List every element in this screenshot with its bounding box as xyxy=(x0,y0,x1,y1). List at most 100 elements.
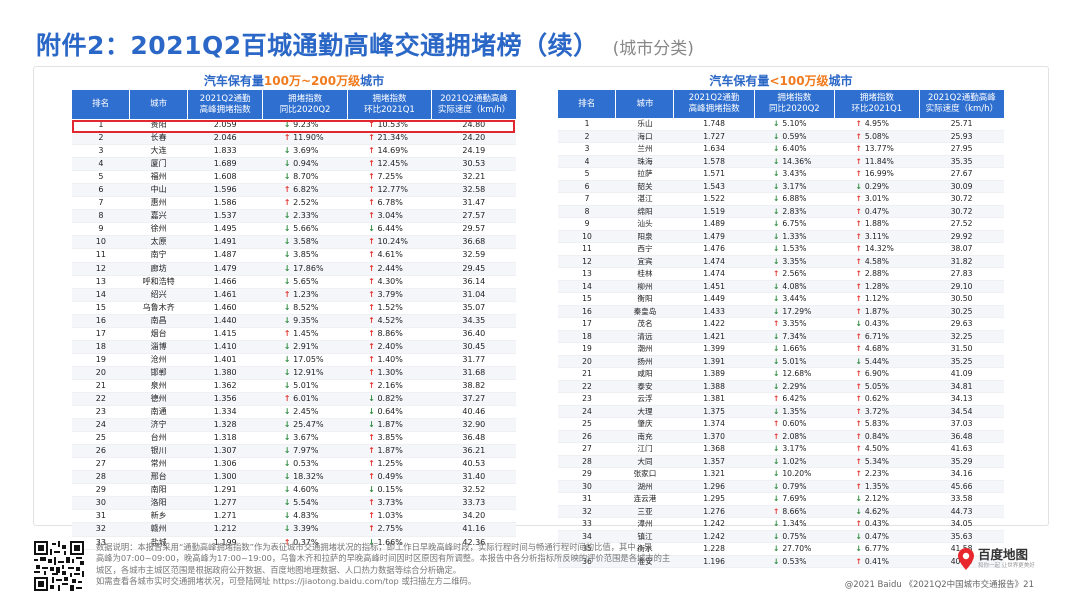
change-value: 3.85% xyxy=(377,433,403,443)
rank-cell: 32 xyxy=(558,505,616,518)
arrow-up-icon: ↑ xyxy=(368,237,375,247)
rank-cell: 31 xyxy=(558,492,616,506)
table-row: 23 云浮 1.381 ↑ 6.42% ↑ 0.62% 34.13 xyxy=(558,392,1004,406)
city-cell: 西宁 xyxy=(615,242,674,256)
arrow-down-icon: ↓ xyxy=(773,519,780,529)
rank-cell: 18 xyxy=(72,340,130,354)
table-row: 6 中山 1.596 ↑ 6.82% ↑ 12.77% 32.58 xyxy=(72,183,516,198)
arrow-up-icon: ↑ xyxy=(773,394,780,404)
index-cell: 1.571 xyxy=(673,167,755,181)
index-cell: 1.596 xyxy=(187,183,263,198)
city-cell: 乐山 xyxy=(615,118,674,131)
yoy-cell: ↓ 1.34% xyxy=(754,517,835,531)
change-value: 2.91% xyxy=(293,341,319,351)
rank-cell: 7 xyxy=(72,196,130,211)
arrow-up-icon: ↑ xyxy=(855,306,863,316)
yoy-cell: ↓ 5.66% xyxy=(262,222,348,237)
qoq-cell: ↑ 12.45% xyxy=(347,157,432,172)
arrow-down-icon: ↓ xyxy=(855,531,863,541)
rank-cell: 26 xyxy=(72,444,130,459)
rank-cell: 14 xyxy=(558,280,616,293)
arrow-up-icon: ↑ xyxy=(368,315,375,325)
qoq-cell: ↑ 4.50% xyxy=(834,442,920,456)
qoq-cell: ↓ 0.82% xyxy=(347,392,432,407)
qoq-cell: ↑ 8.86% xyxy=(347,327,432,341)
speed-cell: 32.25 xyxy=(919,330,1004,343)
table-row: 33 盐城 1.199 ↑ 0.37% ↓ 1.66% 42.36 xyxy=(72,536,516,550)
arrow-up-icon: ↑ xyxy=(368,328,375,338)
arrow-down-icon: ↓ xyxy=(773,444,780,454)
speed-cell: 44.73 xyxy=(919,505,1004,518)
table-row: 11 西宁 1.476 ↓ 1.53% ↑ 14.32% 38.07 xyxy=(558,242,1004,256)
speed-cell: 32.21 xyxy=(431,170,516,185)
city-cell: 乌鲁木齐 xyxy=(129,301,188,315)
arrow-down-icon: ↓ xyxy=(773,131,780,141)
table-row: 30 湖州 1.296 ↓ 0.79% ↑ 1.35% 45.66 xyxy=(558,480,1004,493)
qoq-cell: ↑ 1.52% xyxy=(347,301,432,315)
index-cell: 1.370 xyxy=(673,430,755,443)
arrow-down-icon: ↓ xyxy=(368,485,375,495)
rank-cell: 21 xyxy=(558,367,616,381)
yoy-cell: ↓ 2.45% xyxy=(262,405,348,420)
table-row: 10 阳泉 1.479 ↓ 1.33% ↑ 3.11% 29.92 xyxy=(558,230,1004,243)
index-cell: 1.522 xyxy=(673,192,755,206)
index-cell: 1.357 xyxy=(673,455,755,468)
speed-cell: 32.59 xyxy=(431,248,516,263)
qoq-cell: ↑ 6.90% xyxy=(834,367,920,381)
index-cell: 1.291 xyxy=(187,483,263,498)
rank-cell: 23 xyxy=(72,405,130,420)
arrow-up-icon: ↑ xyxy=(855,381,863,391)
rank-cell: 33 xyxy=(72,536,130,550)
arrow-up-icon: ↑ xyxy=(368,211,375,221)
arrow-down-icon: ↓ xyxy=(283,485,291,495)
qr-code-icon[interactable] xyxy=(34,541,84,591)
yoy-cell: ↓ 3.17% xyxy=(754,442,835,456)
yoy-cell: ↑ 8.66% xyxy=(754,505,835,518)
yoy-cell: ↓ 17.86% xyxy=(262,262,348,276)
qoq-cell: ↑ 6.71% xyxy=(834,330,920,343)
qoq-cell: ↑ 5.08% xyxy=(834,130,920,143)
arrow-down-icon: ↓ xyxy=(283,276,291,286)
city-cell: 茂名 xyxy=(615,317,674,331)
index-cell: 1.318 xyxy=(187,431,263,446)
table-row: 19 沧州 1.401 ↓ 17.05% ↑ 1.40% 31.77 xyxy=(72,353,516,367)
qoq-cell: ↑ 2.44% xyxy=(347,262,432,276)
index-cell: 1.375 xyxy=(673,405,755,418)
rank-cell: 6 xyxy=(72,183,130,198)
map-pin-icon xyxy=(958,548,974,570)
rank-cell: 8 xyxy=(72,209,130,224)
table-row: 12 廊坊 1.479 ↓ 17.86% ↑ 2.44% 29.45 xyxy=(72,262,516,276)
left-col-header: 拥堵指数 环比2021Q1 xyxy=(347,90,433,119)
arrow-up-icon: ↑ xyxy=(368,198,375,208)
yoy-cell: ↓ 17.29% xyxy=(754,305,835,318)
arrow-up-icon: ↑ xyxy=(368,276,375,286)
arrow-down-icon: ↓ xyxy=(773,231,780,241)
city-cell: 湖州 xyxy=(615,480,674,493)
table-row: 7 湛江 1.522 ↓ 6.88% ↑ 3.01% 30.72 xyxy=(558,192,1004,206)
table-row: 16 南昌 1.440 ↓ 9.35% ↑ 4.52% 34.35 xyxy=(72,314,516,328)
change-value: 5.54% xyxy=(293,498,319,508)
arrow-up-icon: ↑ xyxy=(855,119,863,129)
index-cell: 1.242 xyxy=(673,517,755,531)
speed-cell: 27.57 xyxy=(431,209,516,224)
index-cell: 1.491 xyxy=(187,235,263,250)
rank-cell: 11 xyxy=(558,242,616,256)
city-cell: 秦皇岛 xyxy=(615,305,674,318)
arrow-up-icon: ↑ xyxy=(283,289,291,299)
arrow-down-icon: ↓ xyxy=(283,459,291,469)
change-value: 7.34% xyxy=(782,331,807,341)
city-cell: 宜宾 xyxy=(615,255,674,268)
qoq-cell: ↑ 14.69% xyxy=(347,144,432,159)
yoy-cell: ↓ 5.10% xyxy=(754,118,835,131)
arrow-down-icon: ↓ xyxy=(773,481,780,491)
arrow-down-icon: ↓ xyxy=(283,472,291,482)
qoq-cell: ↑ 1.35% xyxy=(834,480,920,493)
city-cell: 张家口 xyxy=(615,467,674,481)
speed-cell: 29.57 xyxy=(431,222,516,237)
change-value: 17.29% xyxy=(782,306,812,316)
change-value: 3.35% xyxy=(782,319,807,329)
city-cell: 镇江 xyxy=(615,530,674,543)
table-row: 21 泉州 1.362 ↓ 5.01% ↑ 2.16% 38.82 xyxy=(72,379,516,393)
arrow-down-icon: ↓ xyxy=(773,169,780,179)
arrow-down-icon: ↓ xyxy=(773,406,780,416)
